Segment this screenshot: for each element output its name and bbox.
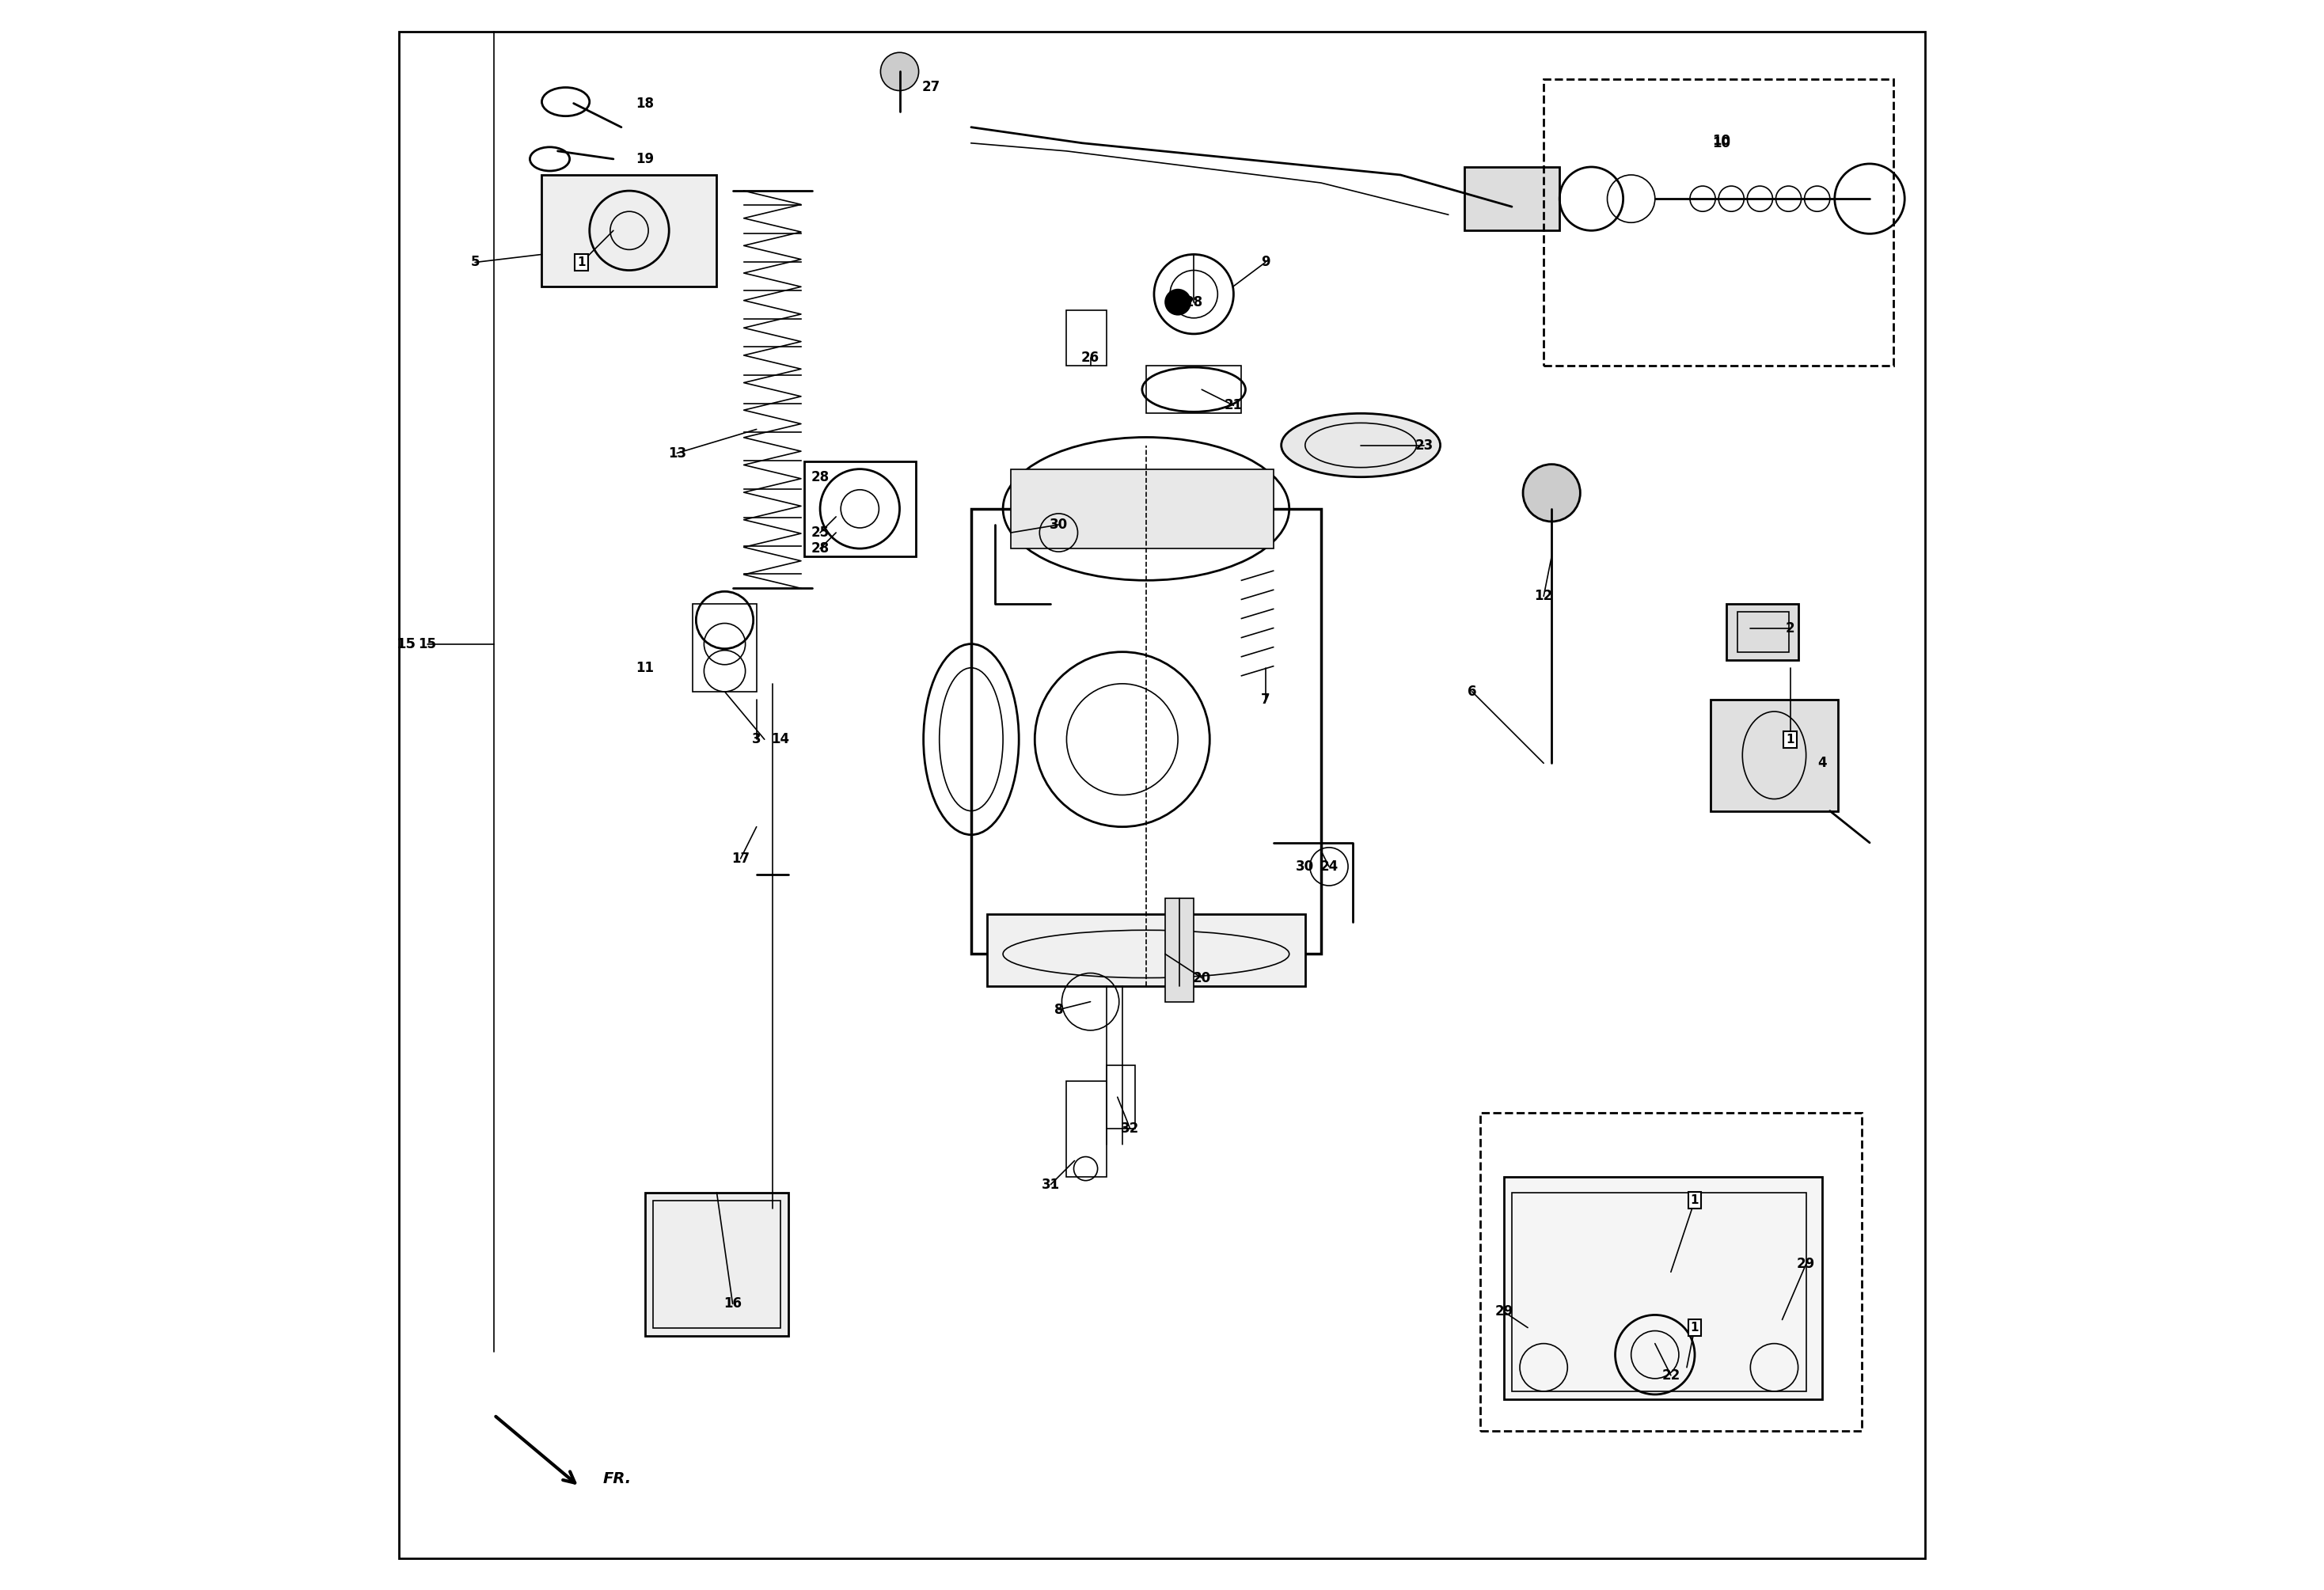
Bar <box>1164 898 1195 1002</box>
Text: 30: 30 <box>1050 518 1067 531</box>
Ellipse shape <box>1281 413 1441 477</box>
Bar <box>653 1200 781 1328</box>
Text: 3: 3 <box>753 733 760 746</box>
Text: 25: 25 <box>811 526 830 539</box>
Text: 2: 2 <box>1785 622 1794 634</box>
Text: 27: 27 <box>923 81 941 94</box>
Bar <box>1067 1081 1106 1177</box>
Text: 15: 15 <box>418 638 437 650</box>
Text: 10: 10 <box>1713 137 1731 149</box>
Bar <box>804 461 916 556</box>
Text: 28: 28 <box>811 542 830 555</box>
Text: 24: 24 <box>1320 860 1339 873</box>
Bar <box>693 604 758 692</box>
Text: 8: 8 <box>1055 1003 1062 1016</box>
Circle shape <box>1164 289 1190 315</box>
Text: 5: 5 <box>469 256 479 269</box>
Text: 6: 6 <box>1466 685 1476 698</box>
Text: 31: 31 <box>1041 1178 1060 1191</box>
Text: 4: 4 <box>1817 757 1827 770</box>
Text: 7: 7 <box>1260 693 1269 706</box>
Text: 22: 22 <box>1662 1369 1680 1382</box>
Text: 10: 10 <box>1713 134 1731 148</box>
Bar <box>1067 310 1106 366</box>
Text: 29: 29 <box>1494 1305 1513 1318</box>
Text: 1: 1 <box>576 256 586 269</box>
Text: 32: 32 <box>1120 1123 1139 1135</box>
Text: 29: 29 <box>1796 1258 1815 1270</box>
Text: 16: 16 <box>723 1297 741 1310</box>
Circle shape <box>881 52 918 91</box>
Text: 1: 1 <box>1785 733 1794 746</box>
Text: 12: 12 <box>1534 590 1552 603</box>
Bar <box>1146 366 1241 413</box>
Text: 28: 28 <box>1185 296 1204 308</box>
Bar <box>541 175 716 286</box>
Bar <box>971 509 1320 954</box>
Text: 20: 20 <box>1192 971 1211 984</box>
Bar <box>1464 167 1559 231</box>
Bar <box>1738 612 1789 652</box>
Bar <box>1480 1113 1862 1431</box>
Text: 11: 11 <box>637 661 655 674</box>
Text: 18: 18 <box>637 97 655 110</box>
Bar <box>1011 469 1274 549</box>
Text: 30: 30 <box>1297 860 1315 873</box>
Bar <box>1543 80 1894 366</box>
Circle shape <box>1522 464 1580 522</box>
Text: 28: 28 <box>811 471 830 483</box>
Text: 9: 9 <box>1260 256 1269 269</box>
Bar <box>1710 700 1838 811</box>
Text: 21: 21 <box>1225 399 1243 412</box>
Text: FR.: FR. <box>604 1471 632 1487</box>
Bar <box>1727 604 1799 660</box>
Text: 23: 23 <box>1415 439 1434 452</box>
Text: 13: 13 <box>667 447 686 460</box>
Text: 1: 1 <box>1690 1194 1699 1207</box>
Text: 26: 26 <box>1081 351 1099 364</box>
Bar <box>1504 1177 1822 1399</box>
Bar <box>646 1192 788 1336</box>
Text: 15: 15 <box>397 638 416 650</box>
Bar <box>988 914 1306 986</box>
Bar <box>1106 1065 1134 1129</box>
Bar <box>1513 1192 1806 1391</box>
Text: 1: 1 <box>1690 1321 1699 1334</box>
Text: 19: 19 <box>637 153 655 165</box>
Text: 17: 17 <box>732 852 751 865</box>
Text: 14: 14 <box>772 733 790 746</box>
